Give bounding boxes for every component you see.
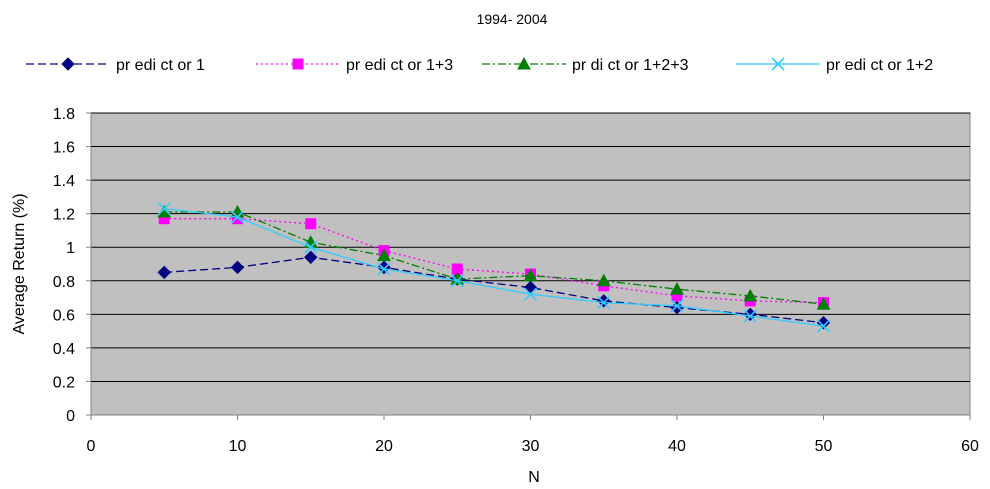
x-tick-label: 10 (229, 438, 247, 455)
x-tick-label: 50 (815, 438, 833, 455)
marker-x-stroke (771, 57, 785, 71)
data-point (597, 296, 611, 310)
y-tick-label: 0.4 (53, 341, 75, 358)
x-tick-label: 40 (668, 438, 686, 455)
x-tick-label: 60 (961, 438, 979, 455)
y-tick-label: 1 (66, 240, 75, 257)
legend-label: pr edi ct or 1+2 (826, 57, 933, 74)
x-axis-label: N (528, 469, 540, 486)
data-point (304, 250, 318, 264)
series-line (164, 211, 824, 305)
marker-x-stroke (816, 319, 831, 333)
marker-x-stroke (743, 309, 757, 323)
legend-item: pr edi ct or 1 (26, 57, 205, 74)
marker-x-stroke (670, 299, 684, 313)
marker-x-stroke (450, 274, 464, 288)
y-axis-label: Average Return (%) (11, 193, 28, 334)
x-tick-label: 0 (87, 438, 96, 455)
legend-item: pr edi ct or 1+2 (736, 57, 933, 74)
plot-area (90, 112, 971, 416)
x-tick-label: 30 (522, 438, 540, 455)
data-point (523, 287, 538, 301)
data-point (157, 202, 171, 216)
y-tick-label: 1.6 (53, 140, 75, 157)
chart-title: 1994- 2004 (477, 11, 548, 27)
data-point (670, 299, 684, 313)
y-tick-label: 1.2 (53, 207, 75, 224)
series-3 (157, 204, 831, 310)
y-tick-label: 1.4 (53, 173, 75, 190)
data-point (523, 268, 538, 282)
legend-label: pr di ct or 1+2+3 (572, 57, 689, 74)
data-point (230, 210, 245, 224)
marker-x-stroke (157, 202, 171, 216)
y-tick-label: 0 (66, 408, 75, 425)
legend-marker (771, 57, 785, 71)
legend-marker (292, 58, 304, 70)
legend-item: pr edi ct or 1+3 (256, 57, 453, 74)
x-tick-label: 20 (375, 438, 393, 455)
marker-x-stroke (377, 262, 391, 276)
marker-x-stroke (597, 296, 611, 310)
y-tick-label: 1.8 (53, 106, 75, 123)
data-point (305, 218, 317, 230)
legend-marker (517, 56, 531, 70)
legend: pr edi ct or 1 pr edi ct or 1+3 pr di ct o… (26, 56, 933, 74)
series-line (164, 218, 824, 304)
legend-label: pr edi ct or 1 (116, 57, 205, 74)
marker-x-stroke (304, 240, 318, 254)
marker-x-stroke (230, 210, 245, 224)
data-point (596, 273, 611, 287)
data-point (450, 274, 464, 288)
legend-item: pr di ct or 1+2+3 (482, 56, 689, 74)
data-point (377, 262, 391, 276)
marker-x-stroke (523, 287, 538, 301)
data-point (157, 265, 171, 280)
data-point (816, 319, 831, 333)
data-point (304, 240, 318, 254)
legend-marker (61, 57, 75, 71)
series-line (164, 207, 824, 327)
series-layer (157, 202, 831, 333)
data-point (377, 248, 391, 262)
series-4 (157, 202, 831, 333)
legend-label: pr edi ct or 1+3 (346, 57, 453, 74)
axes: 0 0.2 0.4 0.6 0.8 1 1.2 1.4 1.6 1.8 0 10 20 30 40 50 60 (53, 106, 979, 455)
y-tick-label: 0.8 (53, 274, 75, 291)
y-tick-label: 0.6 (53, 307, 75, 324)
data-point (670, 282, 684, 295)
data-point (743, 309, 757, 323)
data-point (743, 288, 758, 302)
y-tick-label: 0.2 (53, 374, 75, 391)
data-point (230, 260, 245, 275)
data-point (816, 297, 831, 310)
